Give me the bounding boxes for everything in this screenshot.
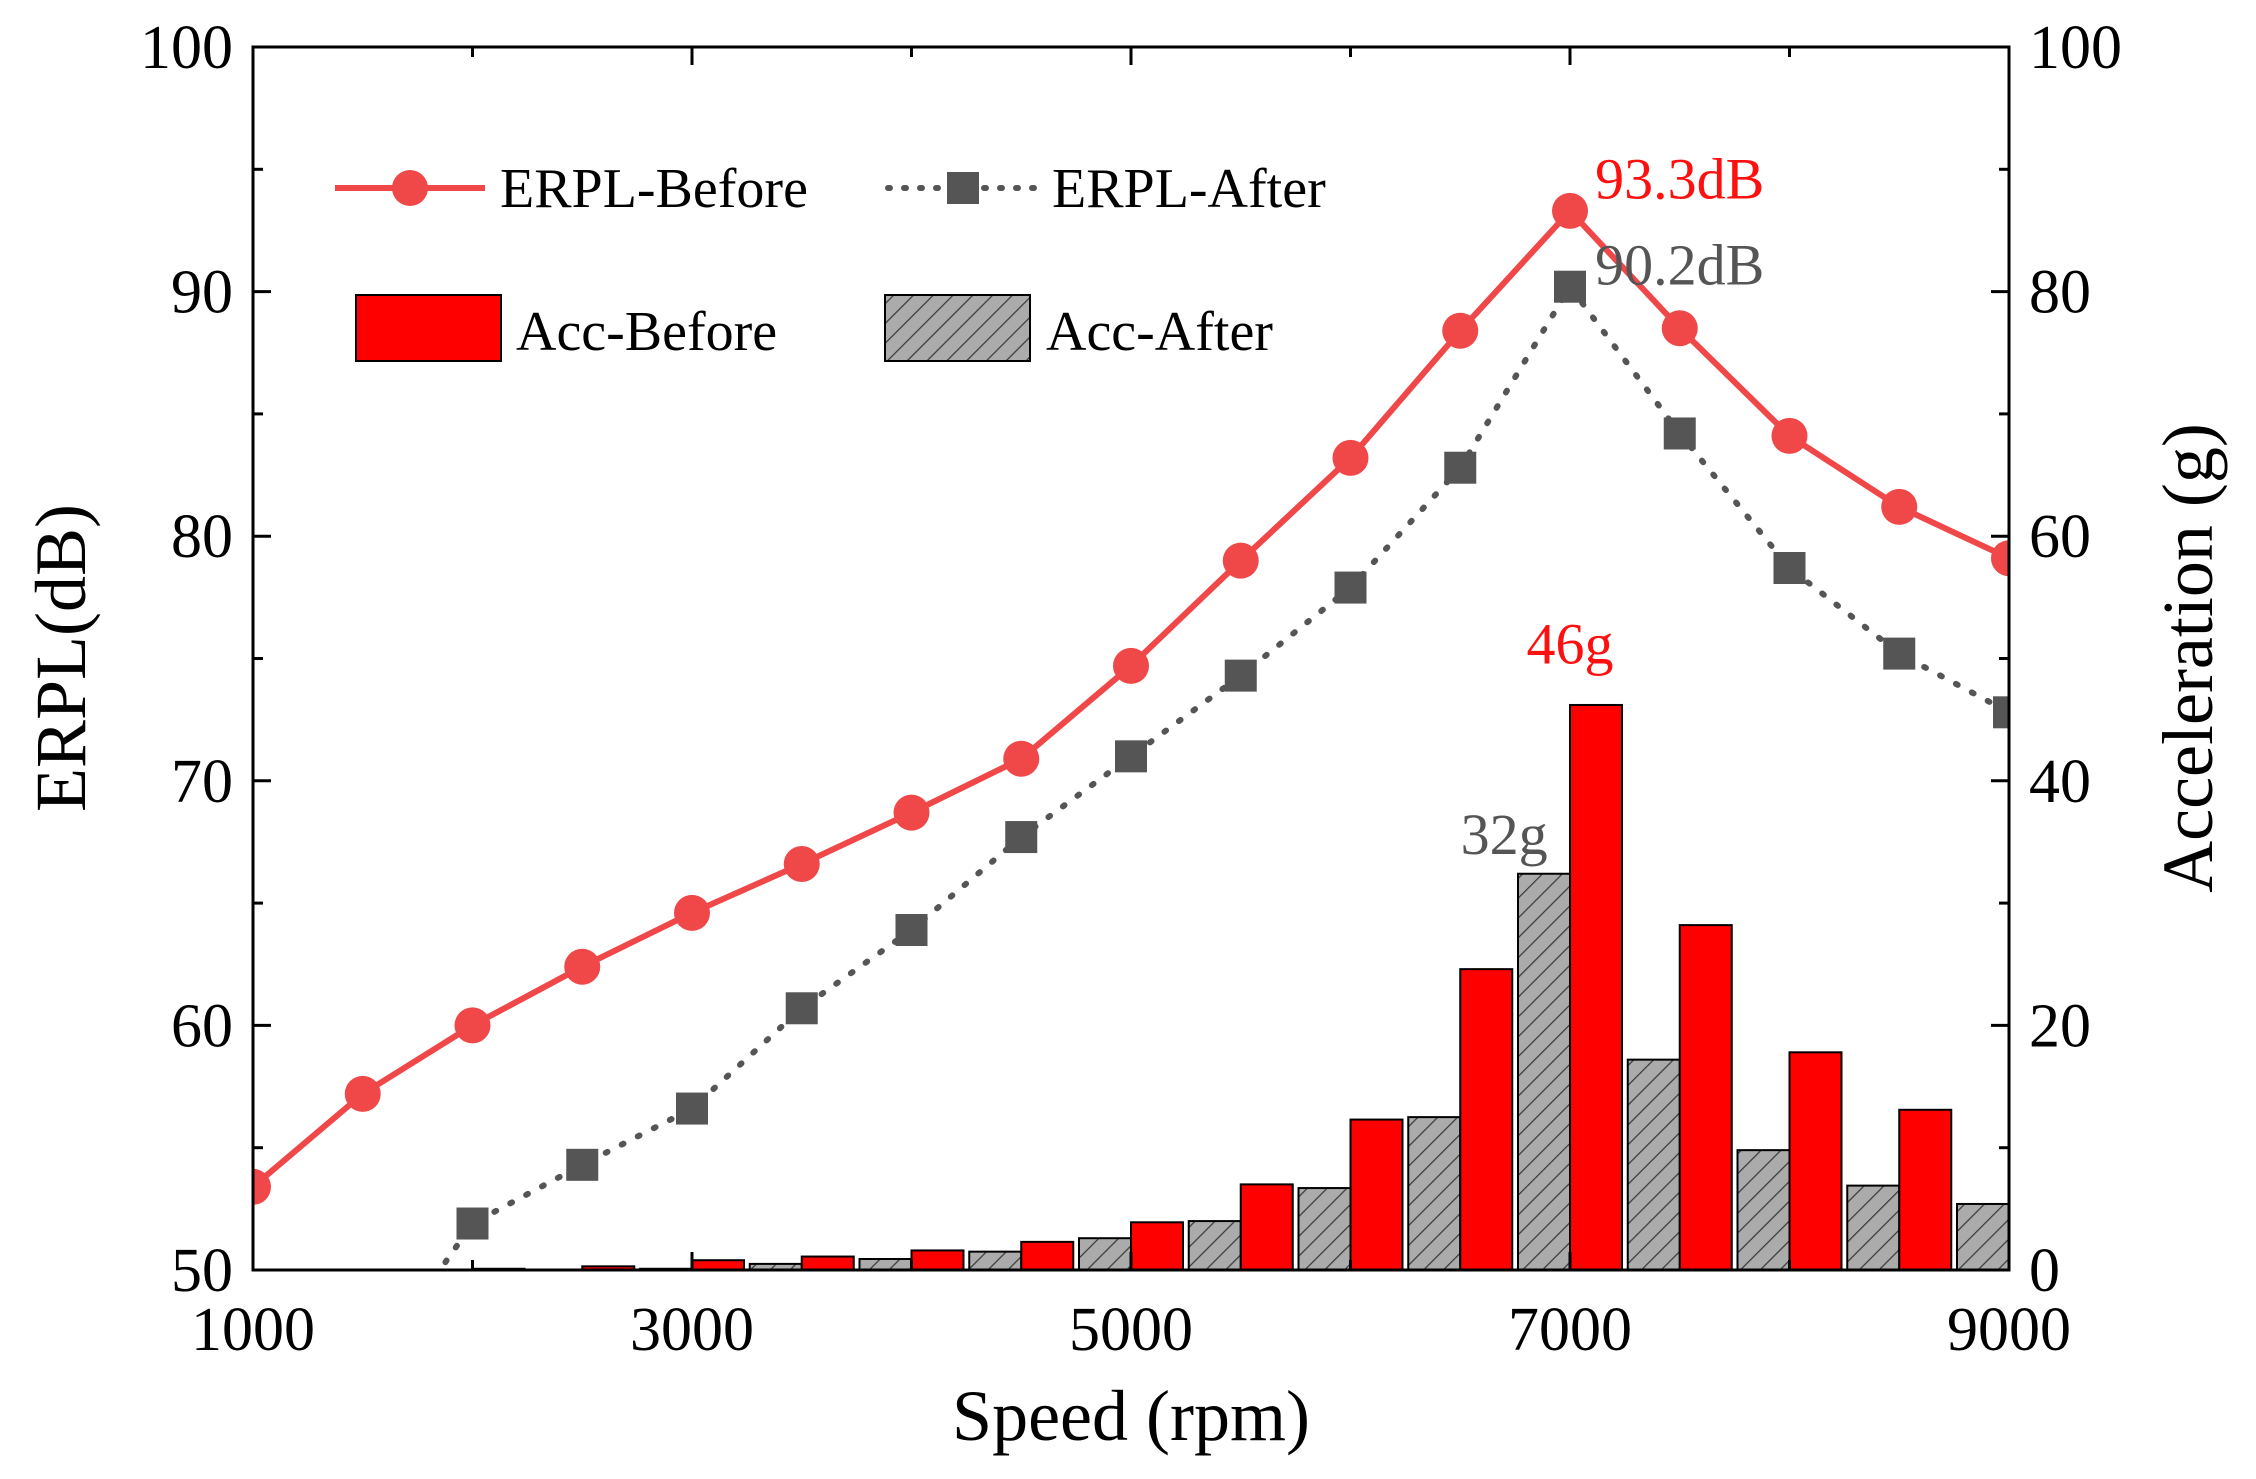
- y-left-tick-label-50: 50: [171, 1237, 233, 1305]
- marker-erpl-after-5000: [1115, 740, 1147, 773]
- bar-acc-after-9000: [1956, 1202, 2009, 1270]
- bar-acc-before-3500: [800, 1255, 855, 1270]
- y-right-tick-label-60: 60: [2029, 503, 2091, 571]
- marker-erpl-before-5000: [1113, 647, 1149, 684]
- marker-erpl-after-4500: [1005, 821, 1038, 854]
- bars-layer: [471, 703, 2009, 1270]
- bar-acc-before-4000: [910, 1249, 965, 1270]
- y-left-tick-label-100: 100: [140, 14, 233, 82]
- bar-acc-before-6500: [1459, 968, 1514, 1270]
- annotation-93-3db: 93.3dB: [1595, 147, 1764, 212]
- legend-swatch-acc-before: [355, 294, 502, 362]
- bar-acc-before-7000: [1569, 703, 1623, 1270]
- legend-swatch-acc-after: [884, 294, 1031, 362]
- bar-acc-after-6000: [1297, 1187, 1352, 1270]
- line-erpl-after: [436, 281, 2009, 1270]
- bar-acc-before-5000: [1130, 1221, 1184, 1270]
- marker-erpl-before-1500: [344, 1075, 381, 1112]
- bar-acc-after-8000: [1736, 1149, 1791, 1270]
- marker-erpl-after-6000: [1334, 571, 1367, 604]
- legend-item-erpl-after: ERPL-After: [885, 158, 1326, 220]
- legend-marker-erpl-before: [392, 170, 428, 206]
- annotation-46g: 46g: [1527, 611, 1614, 676]
- legend-marker-erpl-after: [947, 172, 979, 204]
- y-left-tick-label-80: 80: [171, 503, 233, 571]
- y-left-tick-label-70: 70: [171, 748, 233, 816]
- ticks-layer: 1000 3000 5000 7000 900050607080901000204060…: [140, 14, 2122, 1364]
- bar-acc-after-5500: [1187, 1220, 1242, 1270]
- annotation-90-2db: 90.2dB: [1595, 232, 1764, 297]
- marker-erpl-after-3000: [676, 1092, 708, 1125]
- legend-item-acc-before: Acc-Before: [355, 294, 777, 363]
- bar-acc-before-6000: [1349, 1118, 1404, 1270]
- lines-layer: [253, 192, 2009, 1270]
- bar-acc-before-2500: [581, 1265, 636, 1270]
- x-tick-label-9000: 9000: [1947, 1296, 2071, 1364]
- bar-acc-before-4500: [1020, 1240, 1075, 1270]
- bar-acc-before-8000: [1788, 1051, 1843, 1270]
- marker-erpl-before-7500: [1661, 310, 1698, 347]
- y-right-tick-label-80: 80: [2029, 259, 2091, 327]
- marker-erpl-after-6500: [1444, 451, 1477, 484]
- bar-acc-after-6500: [1407, 1116, 1462, 1270]
- legend-label-acc-before: Acc-Before: [516, 301, 777, 363]
- legend-label-erpl-after: ERPL-After: [1052, 158, 1326, 220]
- marker-erpl-before-8500: [1881, 488, 1918, 525]
- bar-acc-before-7500: [1678, 924, 1733, 1270]
- marker-erpl-before-5500: [1222, 542, 1259, 579]
- y-left-tick-label-90: 90: [171, 259, 233, 327]
- y-right-axis-title: Acceleration (g): [2148, 423, 2228, 893]
- annotations: 93.3dB 90.2dB 46g 32g: [1461, 147, 1765, 868]
- marker-erpl-after-2500: [566, 1148, 599, 1181]
- marker-erpl-before-3500: [783, 845, 820, 882]
- marker-erpl-after-4000: [895, 914, 928, 947]
- marker-erpl-before-4500: [1003, 740, 1040, 777]
- bar-acc-after-5000: [1078, 1237, 1132, 1270]
- marker-erpl-after-3500: [785, 992, 818, 1025]
- annotation-32g: 32g: [1461, 802, 1548, 867]
- marker-erpl-before-8000: [1771, 417, 1808, 454]
- marker-erpl-before-7000: [1552, 192, 1588, 229]
- bar-acc-before-5500: [1239, 1183, 1294, 1270]
- marker-erpl-before-9000: [1991, 540, 2009, 577]
- legend-label-erpl-before: ERPL-Before: [500, 158, 808, 220]
- x-tick-label-1000: 1000: [191, 1296, 315, 1364]
- marker-erpl-after-7500: [1663, 417, 1696, 450]
- x-axis-title: Speed (rpm): [952, 1376, 1310, 1456]
- x-tick-label-7000: 7000: [1508, 1296, 1632, 1364]
- bar-acc-after-7000: [1517, 872, 1571, 1270]
- y-right-tick-label-100: 100: [2029, 14, 2122, 82]
- marker-erpl-before-2500: [564, 948, 601, 985]
- legend-item-erpl-before: ERPL-Before: [335, 158, 808, 220]
- x-tick-label-3000: 3000: [630, 1296, 754, 1364]
- y-right-tick-label-20: 20: [2029, 992, 2091, 1060]
- bar-acc-after-8500: [1846, 1184, 1901, 1270]
- bar-acc-after-7500: [1626, 1058, 1681, 1270]
- bar-acc-after-4500: [968, 1250, 1023, 1270]
- y-right-tick-label-40: 40: [2029, 748, 2091, 816]
- marker-erpl-before-4000: [893, 794, 930, 831]
- legend-item-acc-after: Acc-After: [884, 294, 1273, 363]
- y-left-tick-label-60: 60: [171, 992, 233, 1060]
- y-left-axis-title: ERPL(dB): [21, 504, 101, 812]
- marker-erpl-after-2000: [456, 1207, 489, 1240]
- marker-erpl-before-6500: [1442, 312, 1479, 349]
- y-right-tick-label-0: 0: [2029, 1237, 2060, 1305]
- bar-acc-after-4000: [858, 1257, 913, 1270]
- marker-erpl-after-9000: [1993, 696, 2009, 729]
- marker-erpl-after-8000: [1773, 551, 1806, 584]
- x-tick-label-5000: 5000: [1069, 1296, 1193, 1364]
- marker-erpl-after-5500: [1224, 659, 1257, 692]
- marker-erpl-before-1000: [253, 1168, 271, 1205]
- marker-erpl-before-6000: [1332, 439, 1369, 476]
- marker-erpl-after-7000: [1554, 270, 1586, 303]
- marker-erpl-before-2000: [454, 1007, 491, 1044]
- bar-acc-before-8500: [1898, 1108, 1953, 1270]
- marker-erpl-before-3000: [674, 894, 710, 931]
- legend-label-acc-after: Acc-After: [1046, 301, 1273, 363]
- marker-erpl-after-8500: [1883, 637, 1916, 670]
- legend: ERPL-Before ERPL-After Acc-Before Acc-Af…: [335, 158, 1326, 363]
